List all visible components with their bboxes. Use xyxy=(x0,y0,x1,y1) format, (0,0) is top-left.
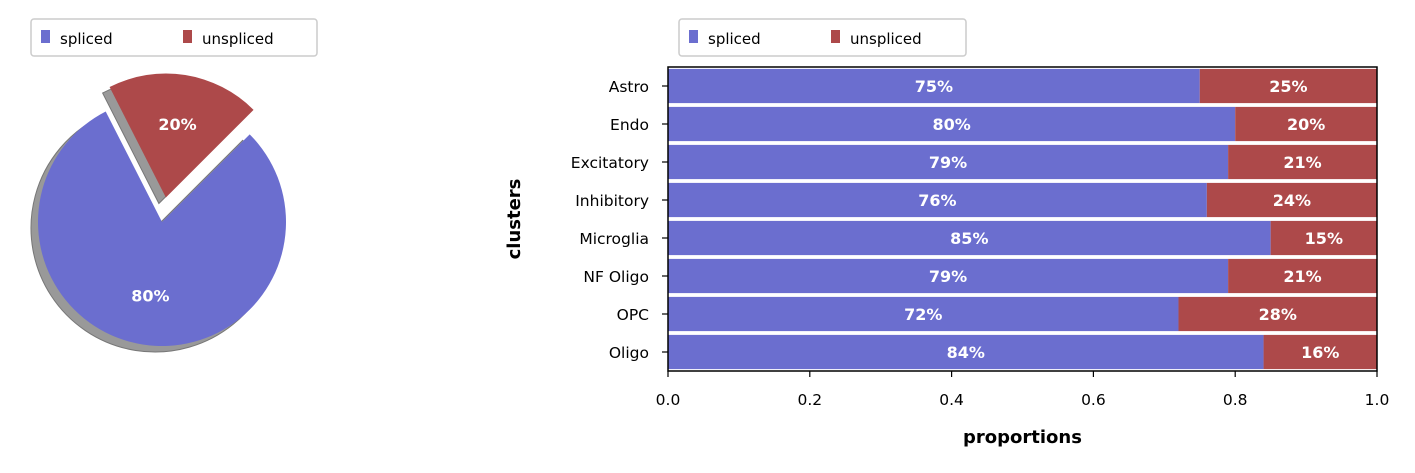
legend-swatch-unspliced xyxy=(831,30,840,43)
plot-frame xyxy=(667,66,1378,372)
x-tick-label: 0.6 xyxy=(1081,391,1106,409)
bar-label-unspliced: 21% xyxy=(1283,153,1321,172)
x-tick-label: 0.4 xyxy=(939,391,964,409)
bar-label-unspliced: 16% xyxy=(1301,343,1339,362)
bar-label-unspliced: 20% xyxy=(1287,115,1325,134)
legend-label-unspliced: unspliced xyxy=(202,30,274,48)
legend-frame xyxy=(30,18,318,57)
pie-slice-unspliced xyxy=(109,73,254,198)
y-tick-label: NF Oligo xyxy=(583,268,649,286)
bar-unspliced-oligo xyxy=(1263,334,1377,370)
legend-label-spliced: spliced xyxy=(708,30,761,48)
x-tick-label: 0.2 xyxy=(797,391,822,409)
bar-label-spliced: 84% xyxy=(947,343,985,362)
pie-label-spliced: 80% xyxy=(131,286,169,305)
pie-slice-spliced xyxy=(37,111,286,346)
bar-label-spliced: 79% xyxy=(929,267,967,286)
x-tick-label: 1.0 xyxy=(1365,391,1390,409)
legend-swatch-spliced xyxy=(41,30,50,43)
y-tick-label: Excitatory xyxy=(571,154,649,172)
legend-swatch-spliced xyxy=(689,30,698,43)
bar-label-spliced: 79% xyxy=(929,153,967,172)
legend: spliced unspliced xyxy=(30,18,318,57)
bar-spliced-inhibitory xyxy=(668,182,1207,218)
y-tick-label: Endo xyxy=(610,116,649,134)
bar-spliced-oligo xyxy=(668,334,1264,370)
bar-label-unspliced: 28% xyxy=(1259,305,1297,324)
bar-unspliced-microglia xyxy=(1270,220,1377,256)
legend-label-unspliced: unspliced xyxy=(850,30,922,48)
bar-unspliced-endo xyxy=(1235,106,1377,142)
bar-label-unspliced: 24% xyxy=(1273,191,1311,210)
y-tick-label: Inhibitory xyxy=(575,192,649,210)
bar-unspliced-excitatory xyxy=(1228,144,1377,180)
bar-label-unspliced: 15% xyxy=(1305,229,1343,248)
x-axis-label: proportions xyxy=(963,427,1082,448)
bar-unspliced-nf-oligo xyxy=(1228,258,1377,294)
bar-unspliced-astro xyxy=(1199,68,1377,104)
bar-label-unspliced: 21% xyxy=(1283,267,1321,286)
bar-spliced-excitatory xyxy=(668,144,1229,180)
stacked-bar-chart: spliced unspliced 75% 25% Astro 80% 20% Endo 79%… xyxy=(504,18,1390,448)
bar-spliced-nf-oligo xyxy=(668,258,1229,294)
bar-spliced-astro xyxy=(668,68,1200,104)
x-tick-label: 0.0 xyxy=(656,391,681,409)
legend-label-spliced: spliced xyxy=(60,30,113,48)
bar-spliced-opc xyxy=(668,296,1179,332)
y-tick-label: OPC xyxy=(617,306,649,324)
bar-label-spliced: 75% xyxy=(915,77,953,96)
y-tick-label: Microglia xyxy=(579,230,649,248)
legend-frame xyxy=(678,18,967,57)
bar-label-unspliced: 25% xyxy=(1269,77,1307,96)
bar-unspliced-opc xyxy=(1178,296,1377,332)
pie-label-unspliced: 20% xyxy=(158,115,196,134)
x-tick-label: 0.8 xyxy=(1223,391,1248,409)
bar-label-spliced: 85% xyxy=(950,229,988,248)
legend-swatch-unspliced xyxy=(183,30,192,43)
bar-spliced-endo xyxy=(668,106,1236,142)
bar-label-spliced: 80% xyxy=(932,115,970,134)
legend: spliced unspliced xyxy=(678,18,967,57)
bar-spliced-microglia xyxy=(668,220,1271,256)
bar-label-spliced: 72% xyxy=(904,305,942,324)
bar-label-spliced: 76% xyxy=(918,191,956,210)
y-tick-label: Oligo xyxy=(609,344,649,362)
y-axis-label: clusters xyxy=(504,179,525,260)
pie-chart: spliced unspliced 20% 80% xyxy=(30,18,318,353)
y-tick-label: Astro xyxy=(609,78,649,96)
bar-unspliced-inhibitory xyxy=(1206,182,1377,218)
